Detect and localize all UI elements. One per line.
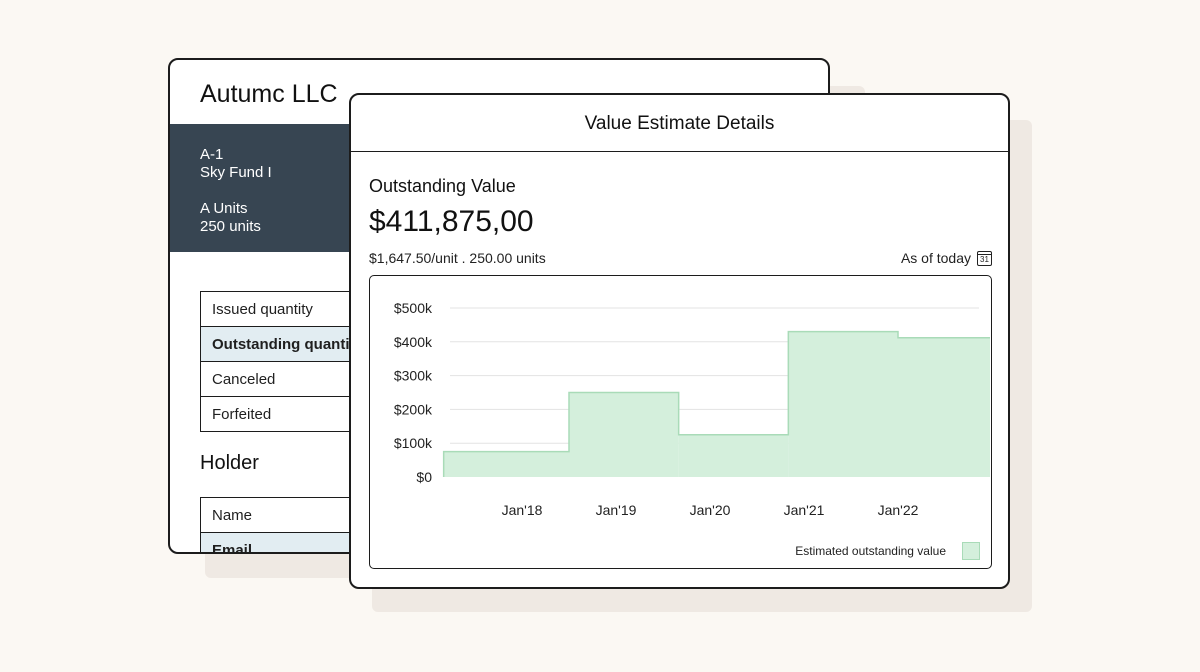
as-of-label: As of today	[900, 250, 971, 266]
unit-count: 250 units	[200, 218, 261, 235]
calendar-icon[interactable]: 31	[977, 250, 992, 266]
step-bar	[443, 451, 569, 477]
x-tick-label: Jan'19	[596, 502, 637, 518]
per-unit-summary: $1,647.50/unit . 250.00 units	[369, 250, 546, 266]
security-code: A-1	[200, 146, 224, 163]
x-tick-label: Jan'20	[690, 502, 731, 518]
modal-title: Value Estimate Details	[351, 95, 1008, 152]
unit-class: A Units	[200, 200, 248, 217]
y-tick-label: $200k	[394, 401, 433, 417]
step-bar	[898, 337, 990, 477]
y-tick-label: $400k	[394, 334, 433, 350]
y-tick-label: $100k	[394, 435, 433, 451]
y-tick-label: $0	[416, 469, 432, 485]
company-name: Autumc LLC	[200, 80, 338, 108]
as-of-date[interactable]: As of today 31	[901, 250, 992, 266]
value-chart: $500k $400k $300k $200k $100k $0 Jan'18 Jan'19 J…	[369, 275, 992, 569]
fund-name: Sky Fund I	[200, 164, 272, 181]
x-tick-label: Jan'22	[878, 502, 919, 518]
holder-heading: Holder	[200, 452, 259, 474]
x-tick-label: Jan'18	[502, 502, 543, 518]
y-tick-label: $300k	[394, 368, 433, 384]
step-bar	[788, 331, 898, 477]
legend-swatch	[962, 542, 980, 560]
x-tick-label: Jan'21	[784, 502, 825, 518]
value-estimate-modal: Value Estimate Details Outstanding Value…	[349, 93, 1010, 589]
chart-canvas: $500k $400k $300k $200k $100k $0 Jan'18 Jan'19 J…	[394, 300, 990, 518]
chart-legend: Estimated outstanding value	[795, 542, 980, 560]
step-bar	[678, 434, 789, 477]
legend-label: Estimated outstanding value	[795, 544, 946, 558]
y-tick-label: $500k	[394, 300, 433, 316]
outstanding-value-amount: $411,875,00	[369, 205, 534, 238]
series-outline	[442, 330, 990, 477]
outstanding-value-label: Outstanding Value	[369, 176, 516, 196]
step-bar	[569, 392, 679, 477]
